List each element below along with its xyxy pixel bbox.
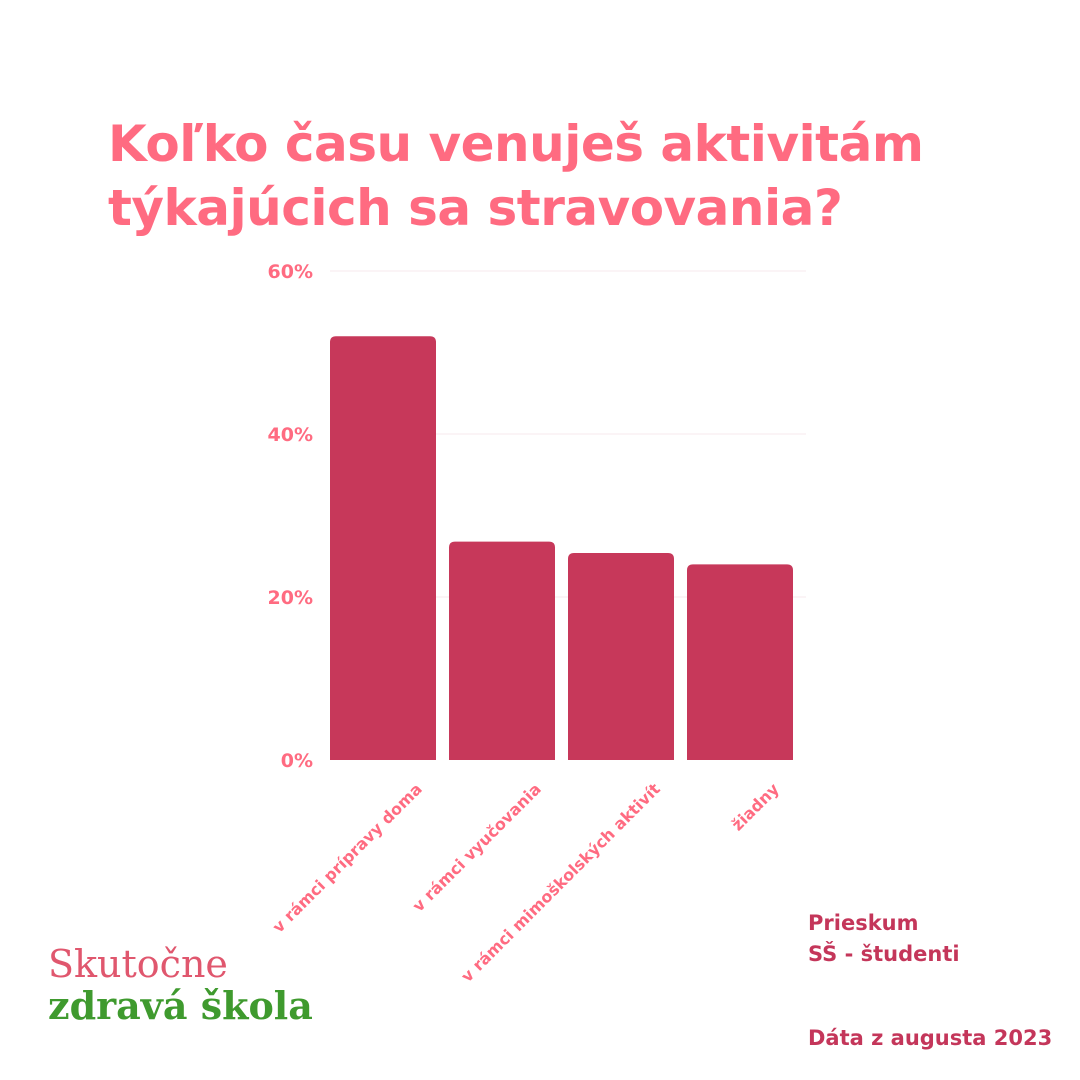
- bars: [330, 336, 793, 760]
- chart-title: Koľko času venuješ aktivitám týkajúcich …: [108, 112, 1008, 240]
- x-category-label: v rámci prípravy doma: [269, 779, 426, 936]
- data-date: Dáta z augusta 2023: [808, 1026, 1053, 1050]
- x-category-label: v rámci mimoškolských aktivít: [457, 779, 664, 986]
- survey-source: Prieskum SŠ - študenti: [808, 908, 960, 970]
- bar: [449, 541, 555, 760]
- chart-title-line-2: týkajúcich sa stravovania?: [108, 179, 843, 237]
- logo: Skutočne zdravá škola: [48, 943, 313, 1027]
- logo-line-2: zdravá škola: [48, 983, 313, 1028]
- survey-name: Prieskum: [808, 911, 919, 935]
- x-category-label: žiadny: [728, 779, 783, 834]
- bar: [330, 336, 436, 760]
- survey-group: SŠ - študenti: [808, 942, 960, 966]
- y-tick-label: 0%: [281, 750, 313, 772]
- y-tick-label: 40%: [268, 424, 313, 446]
- chart-title-line-1: Koľko času venuješ aktivitám: [108, 115, 924, 173]
- x-category-label: v rámci vyučovania: [409, 779, 545, 915]
- logo-line-1: Skutočne: [48, 942, 228, 986]
- y-tick-label: 60%: [268, 261, 313, 283]
- y-tick-label: 20%: [268, 587, 313, 609]
- bar: [568, 552, 674, 760]
- y-axis-tick-labels: 0% 20% 40% 60%: [268, 261, 313, 772]
- bar: [687, 564, 793, 760]
